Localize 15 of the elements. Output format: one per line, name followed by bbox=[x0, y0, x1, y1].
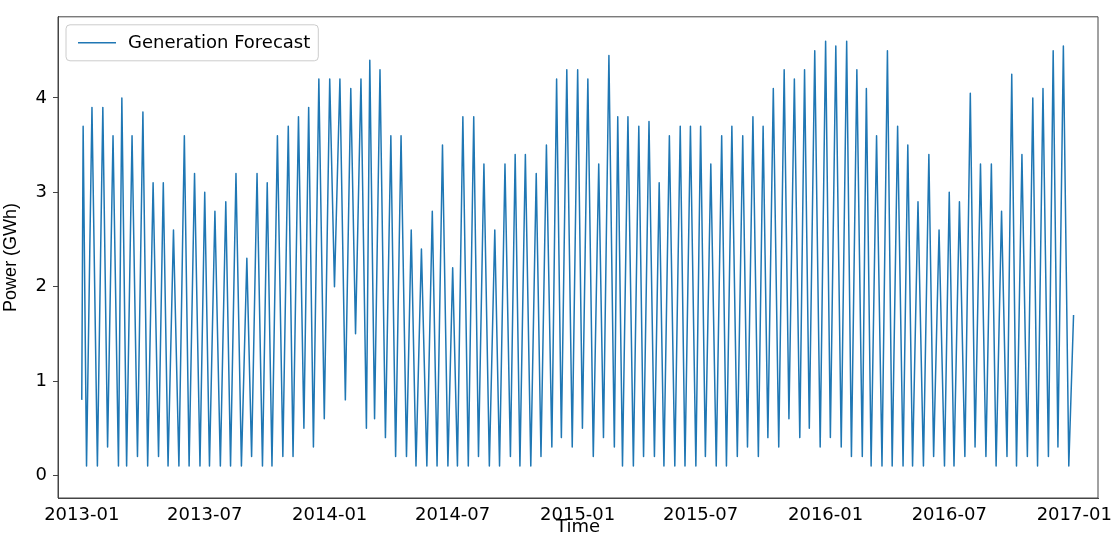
x-tick-label: 2013-07 bbox=[167, 503, 243, 525]
y-tick-label: 2 bbox=[35, 274, 47, 296]
x-tick-label: 2013-01 bbox=[44, 503, 120, 525]
x-tick-label: 2016-07 bbox=[911, 503, 987, 525]
y-tick-label: 1 bbox=[35, 368, 47, 390]
x-tick-label: 2014-07 bbox=[415, 503, 491, 525]
x-tick-label: 2016-01 bbox=[788, 503, 864, 525]
x-tick-label: 2017-01 bbox=[1036, 503, 1112, 525]
x-tick-label: 2014-01 bbox=[292, 503, 368, 525]
legend-label: Generation Forecast bbox=[128, 31, 311, 53]
y-axis-title: Power (GWh) bbox=[0, 202, 20, 312]
y-tick-label: 0 bbox=[35, 463, 47, 485]
y-tick-label: 4 bbox=[35, 85, 47, 107]
y-tick-label: 3 bbox=[35, 179, 47, 201]
x-tick-label: 2015-07 bbox=[663, 503, 739, 525]
